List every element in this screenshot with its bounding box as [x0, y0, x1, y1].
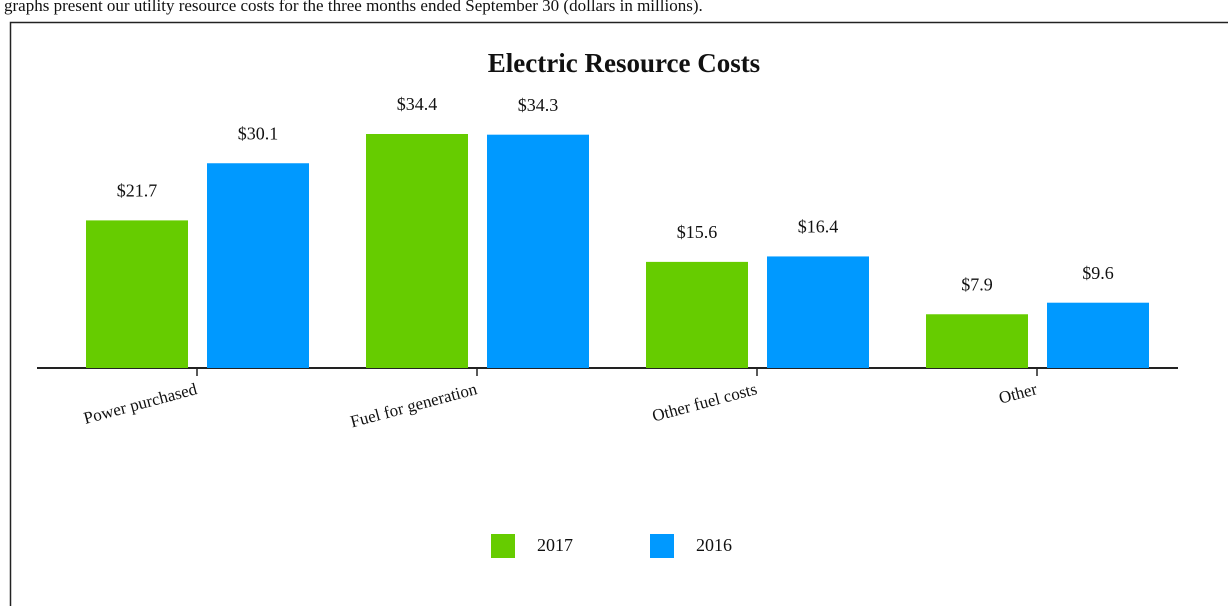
legend-swatch [650, 534, 674, 558]
bar [646, 261, 748, 368]
legend-label: 2017 [537, 535, 573, 555]
data-label: $34.3 [518, 95, 559, 115]
chart-frame [9, 21, 1228, 606]
data-label: $34.4 [397, 94, 438, 114]
caption: graphs present our utility resource cost… [4, 0, 703, 15]
chart-title: Electric Resource Costs [488, 48, 760, 78]
data-label: $15.6 [677, 222, 718, 242]
legend-swatch [491, 534, 515, 558]
data-label: $16.4 [798, 217, 839, 237]
data-label: $9.6 [1082, 263, 1114, 283]
data-label: $7.9 [961, 274, 993, 294]
legend-label: 2016 [696, 535, 732, 555]
data-label: $21.7 [117, 181, 158, 201]
bar [926, 314, 1028, 368]
data-label: $30.1 [238, 123, 279, 143]
bar [366, 134, 468, 368]
bar [207, 163, 309, 368]
bar [86, 220, 188, 368]
bar [767, 256, 869, 368]
bar [1047, 302, 1149, 368]
bar [487, 134, 589, 368]
